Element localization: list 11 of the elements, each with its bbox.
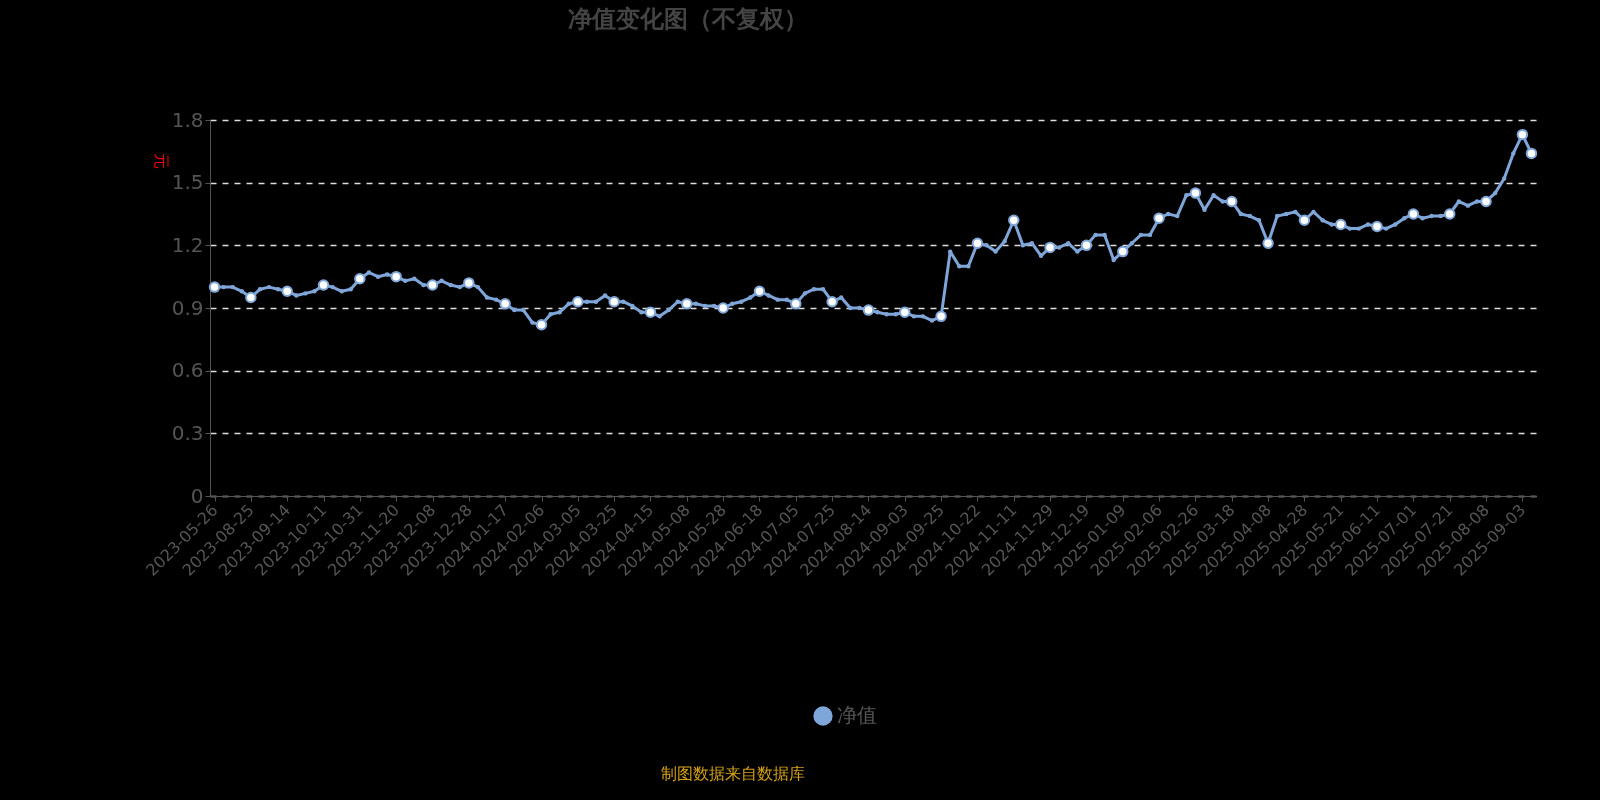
y-axis-title: 元 bbox=[152, 152, 170, 169]
text: 制图数据来自数据库 bbox=[661, 764, 805, 783]
y-tick-label: 0.6 bbox=[171, 358, 204, 383]
y-tick-label: 0.9 bbox=[171, 295, 204, 320]
legend-label: 净值 bbox=[837, 703, 877, 727]
y-tick-label: 1.2 bbox=[171, 232, 204, 257]
chart-title: 净值变化图（不复权） bbox=[568, 5, 809, 33]
y-tick-label: 1.5 bbox=[171, 170, 204, 195]
y-tick-label: 0 bbox=[190, 483, 204, 508]
y-tick-label: 0.3 bbox=[171, 420, 204, 445]
y-tick-label: 1.8 bbox=[171, 107, 204, 132]
